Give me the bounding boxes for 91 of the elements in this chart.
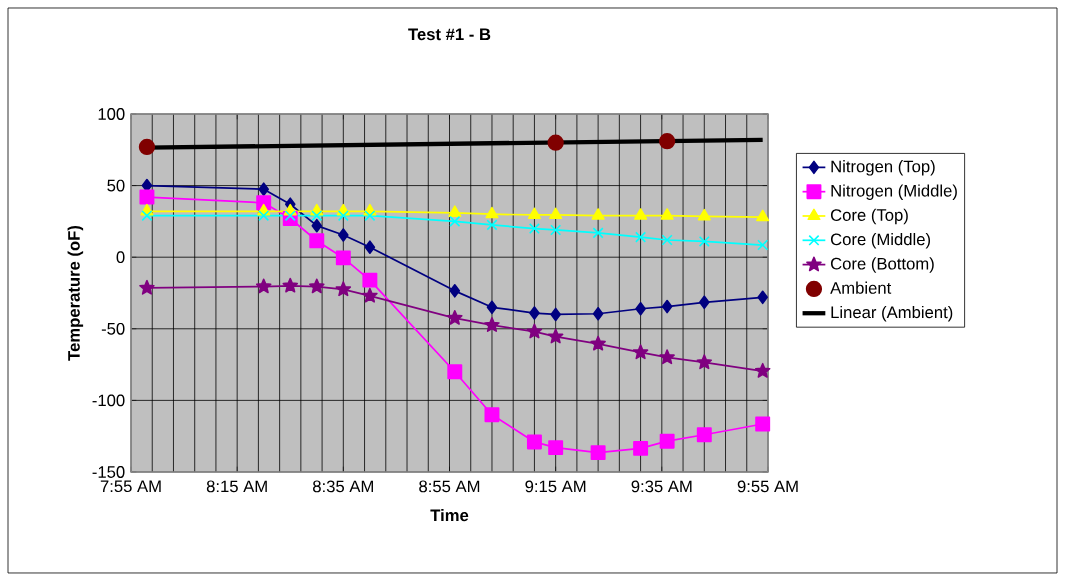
point <box>447 364 463 380</box>
point <box>335 281 352 297</box>
point <box>449 215 461 227</box>
point <box>590 335 606 351</box>
legend-label: Core (Bottom) <box>830 257 934 273</box>
point <box>362 287 378 303</box>
point <box>484 407 500 423</box>
point <box>591 208 605 220</box>
point <box>696 427 712 443</box>
point <box>635 231 647 243</box>
point <box>362 272 378 288</box>
point <box>590 445 606 461</box>
y-tick-label: -150 <box>92 466 125 478</box>
legend-label: Core (Middle) <box>830 233 931 249</box>
point <box>550 224 562 236</box>
point <box>547 328 564 344</box>
point <box>756 209 770 222</box>
point <box>486 219 498 231</box>
point <box>661 234 673 246</box>
x-tick-label: 8:55 AM <box>419 480 480 493</box>
point <box>547 134 564 151</box>
point <box>485 206 499 219</box>
point <box>486 300 498 315</box>
point <box>754 362 771 378</box>
point <box>659 433 675 449</box>
point <box>755 416 771 432</box>
point <box>526 323 543 339</box>
point <box>527 207 541 220</box>
point <box>141 210 153 222</box>
point <box>632 344 649 360</box>
point <box>757 239 769 251</box>
y-tick-label: -100 <box>92 394 125 407</box>
x-tick-label: 8:35 AM <box>313 480 373 493</box>
point <box>633 440 649 456</box>
point <box>258 182 269 196</box>
y-tick-label: 100 <box>98 108 125 120</box>
point <box>255 278 272 294</box>
x-axis-title: Time <box>430 508 469 522</box>
x-tick-label: 9:35 AM <box>631 480 692 493</box>
point <box>699 295 710 310</box>
x-tick-label: 8:15 AM <box>206 480 267 493</box>
point <box>337 210 349 222</box>
point <box>139 279 155 295</box>
legend-label: Nitrogen (Top) <box>831 160 935 176</box>
legend-label: Core (Top) <box>830 208 908 225</box>
point <box>139 189 155 205</box>
point <box>311 210 323 222</box>
point <box>335 250 351 266</box>
point <box>696 354 713 370</box>
point <box>528 223 540 235</box>
point <box>364 210 376 222</box>
point <box>697 208 711 221</box>
point <box>529 306 540 320</box>
point <box>634 208 648 220</box>
point <box>659 133 676 150</box>
point <box>550 307 561 322</box>
y-tick-label: 50 <box>107 179 125 192</box>
x-tick-label: 9:15 AM <box>525 480 586 493</box>
point <box>138 138 156 156</box>
legend-label: Linear (Ambient) <box>831 305 953 322</box>
point <box>661 299 673 314</box>
point <box>757 290 768 305</box>
point <box>526 434 542 450</box>
point <box>449 284 461 298</box>
point <box>447 309 463 325</box>
x-tick-label: 9:55 AM <box>737 480 798 493</box>
point <box>311 218 323 233</box>
point <box>258 210 270 222</box>
point <box>659 349 675 365</box>
point <box>309 278 325 294</box>
point <box>448 205 462 217</box>
point <box>548 440 564 456</box>
y-tick-label: -50 <box>101 322 125 335</box>
point <box>660 208 674 220</box>
point <box>698 235 710 247</box>
point <box>592 306 604 321</box>
point <box>549 207 563 220</box>
point <box>592 227 604 239</box>
point <box>282 277 299 293</box>
point <box>338 228 349 242</box>
point <box>635 301 646 316</box>
legend-label: Nitrogen (Middle) <box>831 184 957 200</box>
point <box>364 240 376 254</box>
point <box>309 233 325 249</box>
chart-title: Test #1 - B <box>408 28 491 41</box>
y-tick-label: 0 <box>116 251 125 264</box>
x-tick-label: 7:55 AM <box>100 480 161 493</box>
legend-label: Ambient <box>830 281 892 294</box>
point <box>284 210 296 222</box>
point <box>484 317 500 332</box>
y-axis-title: Temperature (oF) <box>67 225 84 361</box>
